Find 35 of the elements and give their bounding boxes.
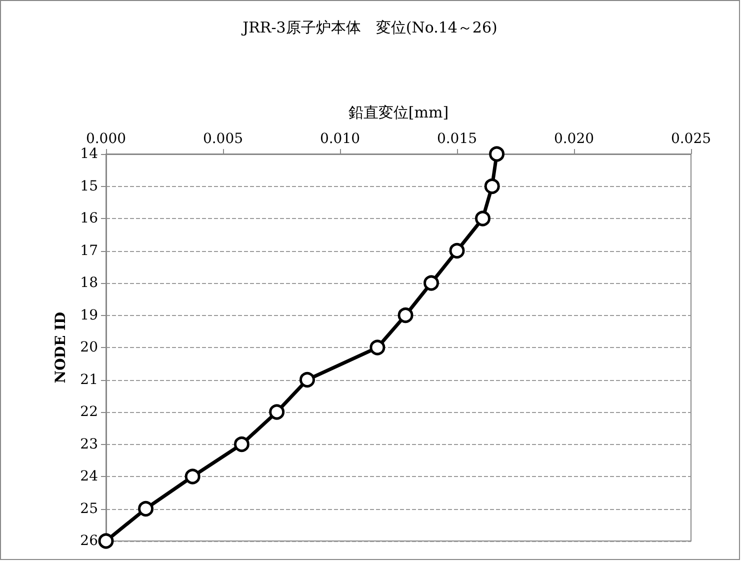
point <box>184 468 200 484</box>
point <box>424 275 440 291</box>
y-tick-label: 14 <box>80 146 98 162</box>
y-tick-label: 21 <box>80 372 98 388</box>
point <box>484 178 500 194</box>
point <box>234 436 250 452</box>
y-tick-label: 24 <box>80 468 98 484</box>
point <box>398 308 414 323</box>
x-tick-label: 0.000 <box>86 131 126 147</box>
y-tick-label: 19 <box>80 307 98 324</box>
x-axis-title: 鉛直変位[mm] <box>348 104 449 122</box>
chart-title: JRR-3原子炉本体 変位(No.14～26) <box>240 18 498 36</box>
point <box>449 243 465 258</box>
y-tick-label: 25 <box>80 500 98 517</box>
point <box>475 210 490 226</box>
point <box>98 533 114 549</box>
y-tick-label: 18 <box>80 275 98 291</box>
y-tick-label: 17 <box>80 242 98 259</box>
y-tick-label: 23 <box>80 436 98 452</box>
x-tick-label: 0.020 <box>554 131 594 147</box>
y-tick-label: 16 <box>80 210 98 226</box>
point <box>269 404 285 420</box>
point <box>489 146 505 162</box>
y-axis-title: NODE ID <box>53 312 69 384</box>
point <box>370 340 386 356</box>
x-tick-label: 0.010 <box>320 131 360 147</box>
point <box>300 372 315 388</box>
point <box>138 501 154 516</box>
x-tick-label: 0.005 <box>202 131 244 147</box>
y-tick-label: 22 <box>80 404 98 420</box>
x-tick-label: 0.025 <box>670 131 712 147</box>
y-tick-label: 15 <box>80 178 98 194</box>
y-tick-label: 26 <box>80 533 98 549</box>
x-tick-label: 0.015 <box>436 131 478 147</box>
y-tick-label: 20 <box>80 340 98 356</box>
